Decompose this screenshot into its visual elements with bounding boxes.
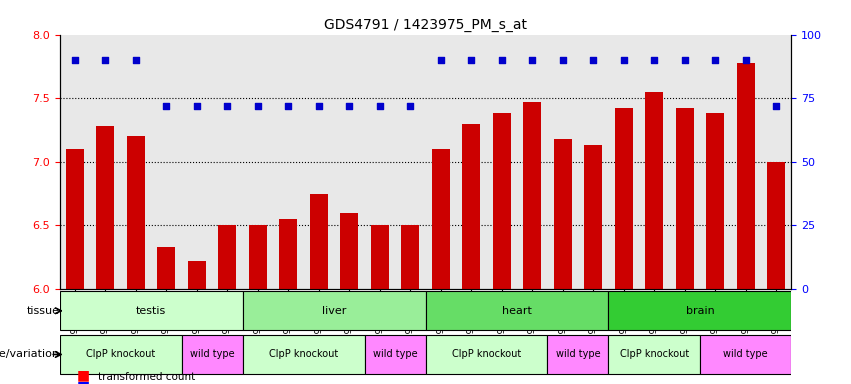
Text: transformed count: transformed count [98, 372, 195, 382]
FancyBboxPatch shape [181, 335, 243, 374]
Bar [584, 145, 603, 289]
Point [678, 57, 692, 63]
Point [251, 103, 265, 109]
FancyBboxPatch shape [364, 335, 426, 374]
Point [159, 103, 173, 109]
Point [403, 103, 417, 109]
Bar [340, 213, 358, 289]
Bar [493, 113, 511, 289]
Bar [310, 194, 328, 289]
Point [617, 57, 631, 63]
Point [739, 57, 752, 63]
Text: wild type: wild type [723, 349, 768, 359]
Point [312, 103, 326, 109]
Text: ■: ■ [77, 380, 89, 384]
Bar [431, 149, 450, 289]
Point [282, 103, 295, 109]
Bar [523, 102, 541, 289]
Bar [96, 126, 114, 289]
Title: GDS4791 / 1423975_PM_s_at: GDS4791 / 1423975_PM_s_at [324, 18, 527, 32]
FancyBboxPatch shape [426, 335, 547, 374]
Text: brain: brain [686, 306, 714, 316]
FancyBboxPatch shape [243, 335, 364, 374]
FancyBboxPatch shape [608, 335, 700, 374]
Point [586, 57, 600, 63]
Point [99, 57, 112, 63]
Point [434, 57, 448, 63]
Bar [248, 225, 267, 289]
FancyBboxPatch shape [243, 291, 426, 330]
FancyBboxPatch shape [60, 291, 243, 330]
Bar [676, 108, 694, 289]
Bar [614, 108, 633, 289]
Point [373, 103, 386, 109]
Text: wild type: wild type [373, 349, 417, 359]
Point [342, 103, 356, 109]
FancyBboxPatch shape [60, 335, 181, 374]
Bar [462, 124, 480, 289]
Point [220, 103, 234, 109]
Text: heart: heart [502, 306, 532, 316]
FancyBboxPatch shape [547, 335, 608, 374]
Bar [706, 113, 724, 289]
Text: ClpP knockout: ClpP knockout [269, 349, 338, 359]
Text: wild type: wild type [556, 349, 600, 359]
Bar [553, 139, 572, 289]
Point [769, 103, 783, 109]
Bar [371, 225, 389, 289]
Point [190, 103, 203, 109]
Text: ClpP knockout: ClpP knockout [452, 349, 521, 359]
FancyBboxPatch shape [426, 291, 608, 330]
Point [68, 57, 82, 63]
Bar [157, 247, 175, 289]
Text: ClpP knockout: ClpP knockout [86, 349, 155, 359]
Point [556, 57, 569, 63]
Bar [66, 149, 84, 289]
Point [708, 57, 722, 63]
Text: tissue: tissue [26, 306, 60, 316]
Bar [737, 63, 755, 289]
Bar [279, 219, 298, 289]
FancyBboxPatch shape [608, 291, 791, 330]
Bar [218, 225, 237, 289]
Point [525, 57, 539, 63]
Text: wild type: wild type [190, 349, 234, 359]
Text: genotype/variation: genotype/variation [0, 349, 60, 359]
Point [495, 57, 509, 63]
Bar [401, 225, 420, 289]
FancyBboxPatch shape [700, 335, 791, 374]
Text: ■: ■ [77, 368, 89, 382]
Point [465, 57, 478, 63]
Bar [188, 261, 206, 289]
Point [648, 57, 661, 63]
Point [129, 57, 143, 63]
Bar [127, 136, 145, 289]
Bar [767, 162, 785, 289]
Text: liver: liver [322, 306, 346, 316]
Text: testis: testis [136, 306, 166, 316]
Text: ClpP knockout: ClpP knockout [620, 349, 688, 359]
Bar [645, 92, 664, 289]
